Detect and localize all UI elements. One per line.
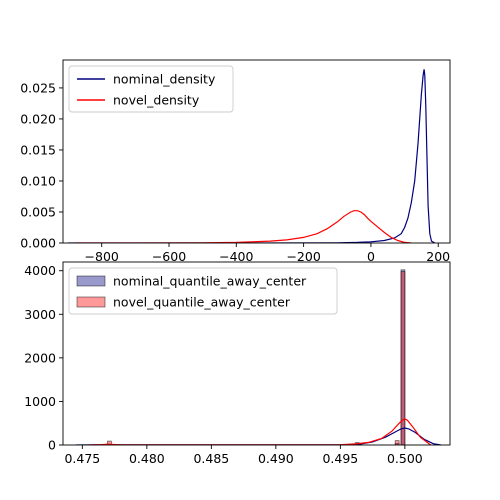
y-tick-label: 0 (48, 438, 56, 453)
x-tick-label: −400 (219, 249, 253, 264)
x-tick-label: 0 (367, 249, 375, 264)
y-tick-label: 0.025 (20, 80, 56, 95)
y-tick-label: 2000 (24, 350, 56, 365)
legend-box (68, 65, 234, 113)
legend-label-novel_density: novel_density (113, 93, 200, 108)
y-tick-label: 4000 (24, 263, 56, 278)
axes-frame (62, 59, 451, 244)
x-tick-label: −600 (152, 249, 186, 264)
y-tick-label: 0.015 (20, 142, 56, 157)
y-tick-label: 0.020 (20, 111, 56, 126)
x-tick-label: 0.485 (193, 451, 229, 466)
legend-label-nominal_density: nominal_density (113, 72, 216, 87)
series-line-novel_density (74, 210, 412, 243)
hist-bar-novel_quantile_away_center-2 (394, 440, 400, 445)
hist-bar-novel_quantile_away_center-0 (107, 440, 112, 445)
plot-area (75, 269, 442, 445)
quantile-histogram: 0.475 0.480 0.485 0.490 0.495 0.500 0 1000 2000 3… (24, 261, 451, 466)
series-line-nominal_density (68, 69, 436, 243)
kde-line-1 (88, 418, 432, 445)
x-tick-label: 0.490 (258, 451, 294, 466)
y-tick-label: 0.010 (20, 173, 56, 188)
hist-bar-novel_quantile_away_center-3 (400, 271, 406, 445)
x-tick-label: −800 (85, 249, 119, 264)
x-tick-label: 0.480 (129, 451, 165, 466)
x-tick-label: 0.500 (387, 451, 423, 466)
y-tick-label: 0.005 (20, 204, 56, 219)
x-tick-label: 0.475 (64, 451, 100, 466)
y-tick-label: 1000 (24, 394, 56, 409)
legend-swatch-novel_quantile_away_center (76, 296, 106, 308)
legend-label-nominal_quantile_away_center: nominal_quantile_away_center (113, 274, 307, 289)
y-tick-label: 3000 (24, 307, 56, 322)
x-tick-label: −200 (286, 249, 320, 264)
y-tick-label: 0.000 (20, 236, 56, 251)
x-tick-label: 0.495 (322, 451, 358, 466)
density-plot: −800 −600 −400 −200 0 200 0.000 0.005 0.010 0.015… (20, 59, 451, 264)
plot-area (68, 69, 436, 243)
x-tick-label: 200 (426, 249, 450, 264)
kde-line-0 (75, 427, 442, 445)
legend-label-novel_quantile_away_center: novel_quantile_away_center (113, 295, 291, 310)
legend-box (68, 267, 338, 315)
legend-swatch-nominal_quantile_away_center (76, 275, 106, 287)
axes-frame (62, 261, 451, 446)
